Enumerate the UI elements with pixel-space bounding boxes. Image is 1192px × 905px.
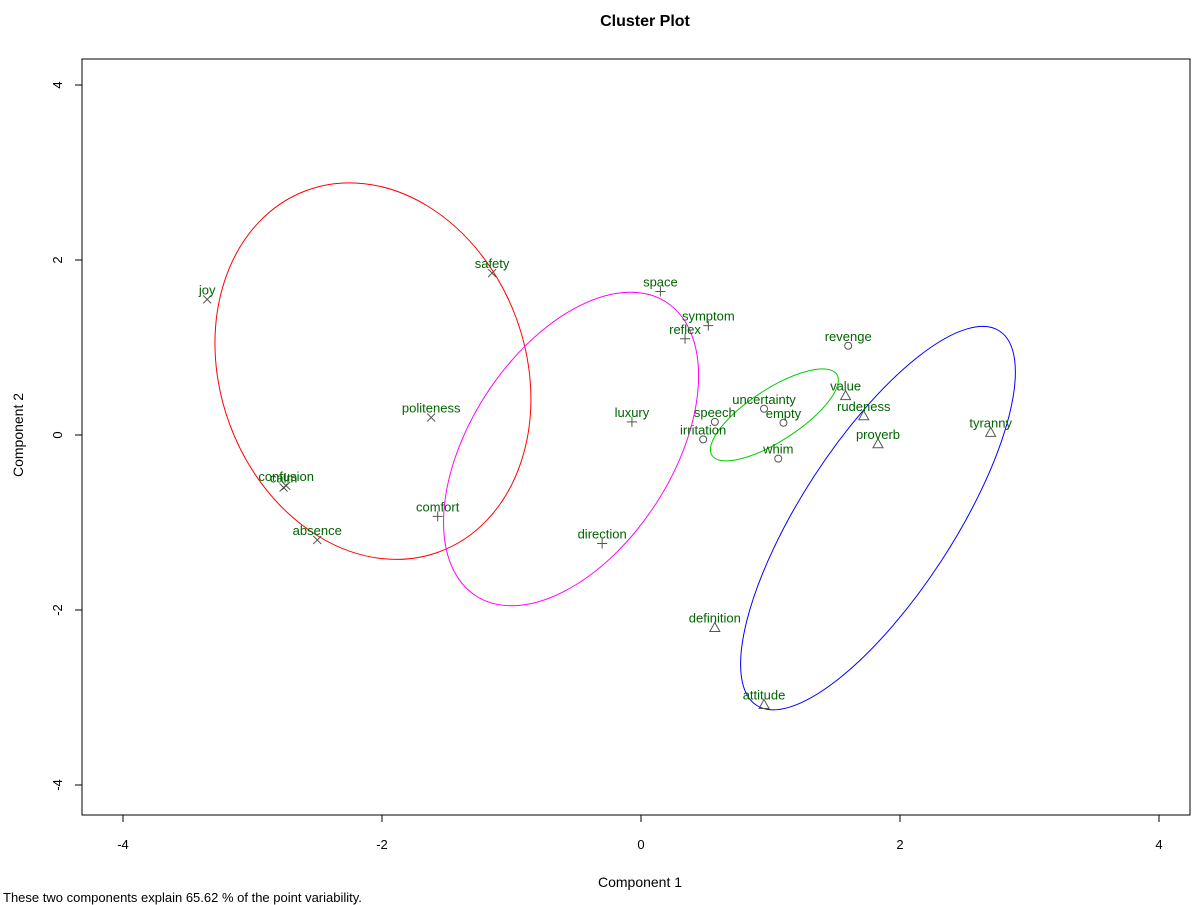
marker-x [312,535,322,545]
x-tick-label: -4 [117,837,129,852]
y-tick-label: -4 [50,779,65,791]
marker-plus [703,320,714,331]
point-attitude: attitude [743,688,786,709]
point-rudeness: rudeness [837,399,891,421]
variability-caption: These two components explain 65.62 % of … [3,890,362,905]
plot-frame [81,58,1191,816]
marker-x [202,295,212,304]
marker-plus [680,333,691,344]
point-speech: speech [694,405,736,426]
point-label: politeness [402,401,461,416]
point-label: confusion [258,469,314,484]
marker-triangle [839,389,852,401]
point-confusion: confusion [258,469,314,491]
point-uncertainty: uncertainty [732,392,796,413]
point-luxury: luxury [615,405,650,427]
point-label: irritation [680,422,726,437]
cluster-1-ellipse [214,182,532,560]
point-label: reflex [669,322,701,337]
point-politeness: politeness [402,401,461,422]
point-tyranny: tyranny [969,415,1012,437]
marker-plus [655,286,666,297]
marker-circle [779,418,788,427]
x-tick-label: -2 [376,837,388,852]
y-tick-label: 4 [50,81,65,88]
marker-plus [597,538,608,549]
point-label: tyranny [969,415,1012,430]
marker-x [279,483,288,492]
point-label: joy [198,282,216,297]
marker-circle [760,404,769,413]
point-label: uncertainty [732,392,796,407]
marker-triangle [758,698,770,709]
point-value: value [830,379,861,401]
y-tick-label: 2 [50,256,65,263]
point-label: symptom [682,309,735,324]
point-label: safety [475,256,510,271]
point-label: value [830,379,861,394]
point-label: whim [762,442,793,457]
point-empty: empty [766,406,802,427]
marker-circle [699,435,708,444]
point-label: attitude [743,688,786,703]
marker-triangle [857,409,870,421]
cluster-ellipses [214,182,1016,711]
x-axis: -4 -2 0 2 4 [117,814,1163,852]
point-proverb: proverb [856,427,900,449]
point-joy: joy [198,282,216,304]
y-tick-label: -2 [50,604,65,616]
point-label: speech [694,405,736,420]
point-whim: whim [762,442,793,463]
point-direction: direction [578,527,627,549]
point-calm: calm [270,471,297,492]
marker-triangle [708,621,721,632]
marker-x [281,481,291,491]
marker-plus [626,416,637,427]
point-definition: definition [689,611,741,632]
marker-circle [774,454,783,463]
point-label: definition [689,611,741,626]
marker-triangle [984,426,997,437]
point-space: space [643,275,678,297]
cluster-3-ellipse [709,368,839,462]
point-label: luxury [615,405,650,420]
point-revenge: revenge [825,329,872,350]
point-label: comfort [416,499,460,514]
marker-circle [710,417,719,426]
y-axis: -4 -2 0 2 4 [50,81,83,791]
point-comfort: comfort [416,499,460,522]
marker-triangle [872,437,884,449]
marker-x [487,268,497,278]
point-safety: safety [475,256,510,278]
point-reflex: reflex [669,322,701,344]
point-absence: absence [293,523,342,545]
point-label: rudeness [837,399,891,414]
point-label: absence [293,523,342,538]
y-axis-label: Component 2 [10,393,26,477]
point-label: direction [578,527,627,542]
chart-title: Cluster Plot [600,13,690,30]
marker-circle [844,341,853,350]
y-tick-label: 0 [50,431,65,438]
marker-plus [432,511,443,522]
point-symptom: symptom [682,309,735,331]
x-tick-label: 2 [896,837,903,852]
point-label: revenge [825,329,872,344]
cluster-2-ellipse [443,291,700,607]
cluster-4-ellipse [740,325,1016,711]
marker-x [426,413,436,422]
point-label: empty [766,406,802,421]
x-axis-label: Component 1 [598,874,682,890]
point-label: calm [270,471,297,486]
point-label: proverb [856,427,900,442]
x-tick-label: 0 [637,837,644,852]
point-irritation: irritation [680,422,726,444]
x-tick-label: 4 [1155,837,1162,852]
point-label: space [643,275,678,290]
